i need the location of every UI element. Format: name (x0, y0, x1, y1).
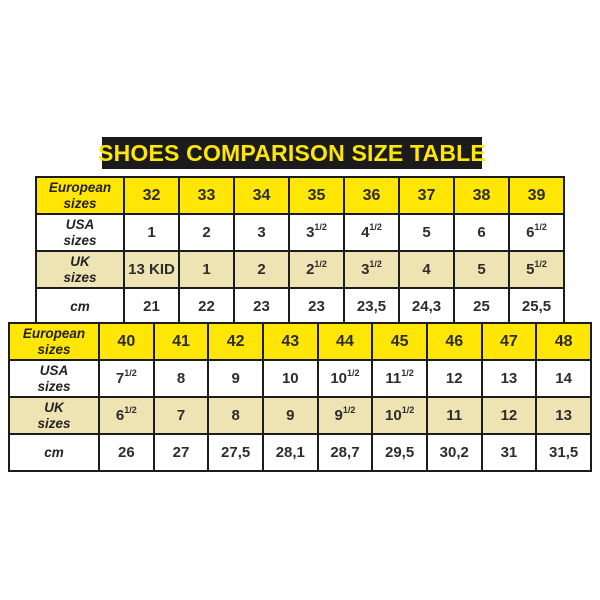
size-cell: 39 (508, 176, 565, 215)
size-cell: 26 (98, 433, 155, 472)
row-header-uk: UK sizes (8, 396, 100, 435)
table-row-usa: USA sizes 71/2 8 9 10 101/2 111/2 12 13 14 (8, 359, 592, 398)
size-cell: 9 (261, 396, 319, 435)
size-cell: 10 (261, 359, 319, 398)
size-cell: 29,5 (371, 433, 428, 472)
size-cell: 61/2 (98, 396, 155, 435)
size-cell: 101/2 (371, 396, 428, 435)
table-row-usa: USA sizes 1 2 3 31/2 41/2 5 6 61/2 (35, 213, 565, 252)
size-cell: 9 (207, 359, 264, 398)
page-title-text: SHOES COMPARISON SIZE TABLE (98, 139, 486, 166)
size-cell: 111/2 (371, 359, 428, 398)
size-cell: 91/2 (316, 396, 374, 435)
table-row-european: European sizes 40 41 42 43 44 45 46 47 48 (8, 322, 592, 361)
size-cell: 21 (123, 287, 180, 326)
size-cell: 12 (425, 359, 483, 398)
size-cell: 4 (398, 250, 455, 289)
size-cell: 41/2 (343, 213, 400, 252)
size-cell: 47 (480, 322, 538, 361)
size-cell: 22 (178, 287, 235, 326)
size-cell: 13 (480, 359, 538, 398)
size-cell: 23 (233, 287, 290, 326)
size-cell: 35 (288, 176, 345, 215)
row-header-cm: cm (35, 287, 125, 326)
size-cell: 43 (261, 322, 319, 361)
size-cell: 33 (178, 176, 235, 215)
size-cell: 44 (316, 322, 374, 361)
size-cell: 1 (178, 250, 235, 289)
size-cell: 71/2 (98, 359, 155, 398)
size-cell: 42 (207, 322, 264, 361)
size-cell: 46 (425, 322, 483, 361)
size-cell: 2 (178, 213, 235, 252)
page-title: SHOES COMPARISON SIZE TABLE (98, 137, 486, 169)
size-cell: 101/2 (316, 359, 374, 398)
size-cell: 48 (535, 322, 592, 361)
size-cell: 14 (535, 359, 592, 398)
size-cell: 31/2 (288, 213, 345, 252)
size-cell: 51/2 (508, 250, 565, 289)
size-cell: 36 (343, 176, 400, 215)
size-table-32-39: European sizes 32 33 34 35 36 37 38 39 USA sizes 1… (35, 176, 565, 326)
table-row-cm: cm 21 22 23 23 23,5 24,3 25 25,5 (35, 287, 565, 326)
size-cell: 21/2 (288, 250, 345, 289)
size-cell: 27 (152, 433, 210, 472)
size-cell: 8 (207, 396, 264, 435)
size-cell: 34 (233, 176, 290, 215)
size-cell: 25,5 (508, 287, 565, 326)
size-cell: 25 (453, 287, 510, 326)
size-cell: 32 (123, 176, 180, 215)
size-cell: 30,2 (425, 433, 483, 472)
table-row-cm: cm 26 27 27,5 28,1 28,7 29,5 30,2 31 31,5 (8, 433, 592, 472)
row-header-european: European sizes (8, 322, 100, 361)
size-cell: 13 (535, 396, 592, 435)
size-cell: 5 (398, 213, 455, 252)
size-cell: 37 (398, 176, 455, 215)
row-header-uk: UK sizes (35, 250, 125, 289)
table-row-uk: UK sizes 61/2 7 8 9 91/2 101/2 11 12 13 (8, 396, 592, 435)
size-cell: 24,3 (398, 287, 455, 326)
size-cell: 6 (453, 213, 510, 252)
row-header-european: European sizes (35, 176, 125, 215)
size-cell: 31/2 (343, 250, 400, 289)
size-cell: 31,5 (535, 433, 592, 472)
size-cell: 31 (480, 433, 538, 472)
size-cell: 41 (152, 322, 210, 361)
size-cell: 40 (98, 322, 155, 361)
size-cell: 8 (152, 359, 210, 398)
size-cell: 1 (123, 213, 180, 252)
table-row-uk: UK sizes 13 KID 1 2 21/2 31/2 4 5 51/2 (35, 250, 565, 289)
row-header-usa: USA sizes (8, 359, 100, 398)
size-cell: 23 (288, 287, 345, 326)
size-cell: 45 (371, 322, 428, 361)
size-cell: 23,5 (343, 287, 400, 326)
size-cell: 7 (152, 396, 210, 435)
size-cell: 11 (425, 396, 483, 435)
size-cell: 28,7 (316, 433, 374, 472)
size-cell: 28,1 (261, 433, 319, 472)
size-cell: 3 (233, 213, 290, 252)
row-header-usa: USA sizes (35, 213, 125, 252)
size-cell: 38 (453, 176, 510, 215)
size-table-40-48: European sizes 40 41 42 43 44 45 46 47 48 USA size… (8, 322, 592, 472)
row-header-cm: cm (8, 433, 100, 472)
size-cell: 5 (453, 250, 510, 289)
table-row-european: European sizes 32 33 34 35 36 37 38 39 (35, 176, 565, 215)
size-cell: 2 (233, 250, 290, 289)
size-cell: 13 KID (123, 250, 180, 289)
size-cell: 27,5 (207, 433, 264, 472)
size-cell: 61/2 (508, 213, 565, 252)
size-cell: 12 (480, 396, 538, 435)
